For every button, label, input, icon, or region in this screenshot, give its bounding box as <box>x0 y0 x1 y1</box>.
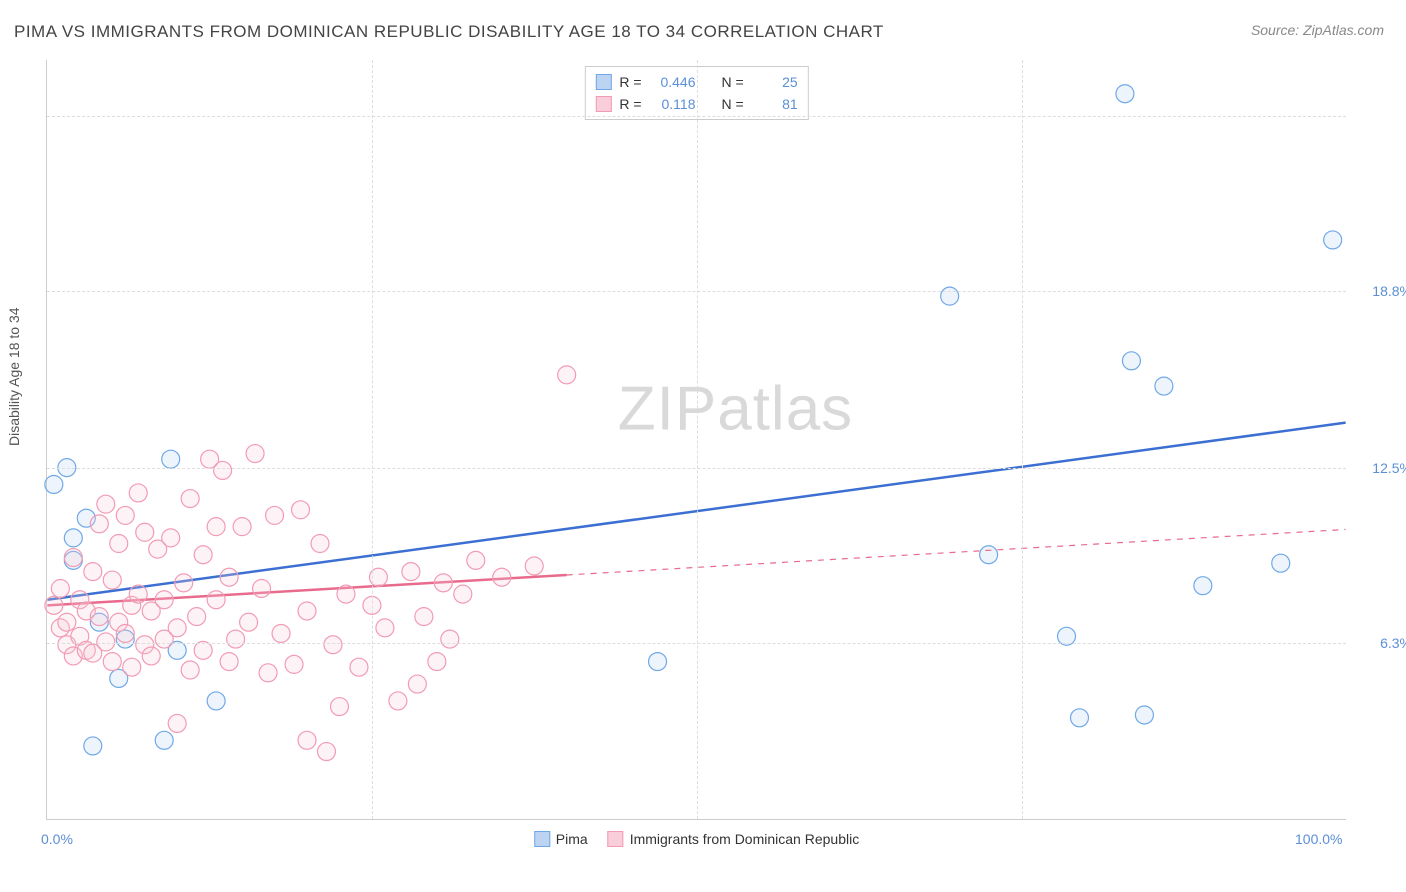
y-axis-label: Disability Age 18 to 34 <box>6 307 22 446</box>
legend-label-pima: Pima <box>556 831 588 847</box>
legend-item-pima: Pima <box>534 831 588 847</box>
legend-item-dr: Immigrants from Dominican Republic <box>608 831 860 847</box>
x-tick-label: 100.0% <box>1295 831 1342 847</box>
stat-n-val-dr: 81 <box>752 93 798 115</box>
legend-swatch-pima <box>534 831 550 847</box>
series-legend: Pima Immigrants from Dominican Republic <box>534 831 859 847</box>
plot-area: ZIPatlas R = 0.446 N = 25 R = 0.118 N = … <box>46 60 1346 820</box>
y-tick-label: 18.8% <box>1372 283 1406 299</box>
legend-swatch-dr <box>608 831 624 847</box>
gridline-v <box>372 60 373 819</box>
stat-n-val-pima: 25 <box>752 71 798 93</box>
stat-n-label: N = <box>722 93 744 115</box>
gridline-v <box>697 60 698 819</box>
y-tick-label: 12.5% <box>1372 460 1406 476</box>
gridline-v <box>1022 60 1023 819</box>
stat-swatch-dr <box>595 96 611 112</box>
legend-label-dr: Immigrants from Dominican Republic <box>630 831 860 847</box>
stat-swatch-pima <box>595 74 611 90</box>
stat-r-val-dr: 0.118 <box>650 93 696 115</box>
source-attribution: Source: ZipAtlas.com <box>1251 22 1384 38</box>
chart-title: PIMA VS IMMIGRANTS FROM DOMINICAN REPUBL… <box>14 22 884 42</box>
stat-r-val-pima: 0.446 <box>650 71 696 93</box>
stat-n-label: N = <box>722 71 744 93</box>
stat-r-label: R = <box>619 93 641 115</box>
stat-r-label: R = <box>619 71 641 93</box>
x-tick-label: 0.0% <box>41 831 73 847</box>
chart-container: PIMA VS IMMIGRANTS FROM DOMINICAN REPUBL… <box>0 0 1406 892</box>
y-tick-label: 6.3% <box>1380 635 1406 651</box>
